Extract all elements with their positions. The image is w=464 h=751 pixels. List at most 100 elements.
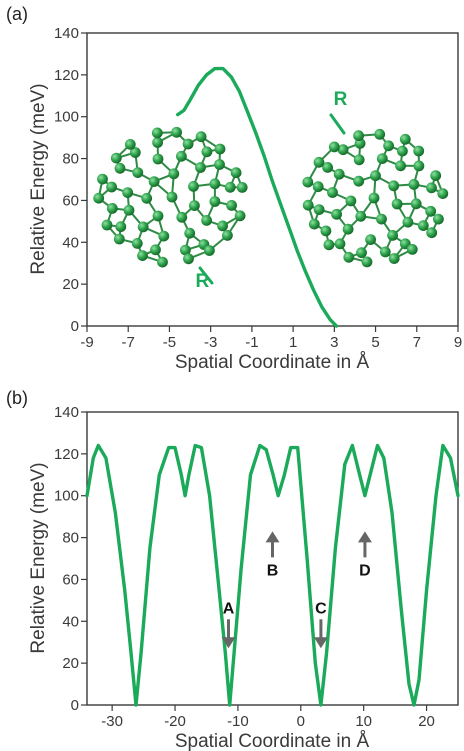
panel-b-energy-curve bbox=[85, 443, 460, 707]
molecule-atom bbox=[342, 223, 354, 235]
molecule-atom bbox=[413, 160, 425, 172]
molecule-atom bbox=[166, 191, 178, 203]
x-tick-label: -20 bbox=[164, 713, 186, 730]
annotation-label: D bbox=[359, 562, 371, 579]
molecule-atom bbox=[183, 253, 194, 265]
molecule-atom bbox=[413, 145, 425, 157]
annotation-label: A bbox=[223, 600, 235, 617]
molecule-atom bbox=[158, 230, 170, 242]
molecule-atom bbox=[433, 213, 444, 225]
panel-b-label: (b) bbox=[6, 388, 28, 408]
molecule-atom bbox=[353, 154, 365, 166]
y-tick-label: 20 bbox=[62, 655, 79, 672]
panel-a-y-axis-title: Relative Energy (meV) bbox=[28, 83, 49, 274]
molecule-atom bbox=[176, 150, 187, 162]
label-pointer-line bbox=[198, 266, 214, 285]
y-tick-label: 100 bbox=[54, 488, 79, 505]
x-tick-label: -7 bbox=[122, 334, 135, 351]
y-tick-label: 80 bbox=[62, 151, 79, 168]
molecule-atom bbox=[361, 256, 373, 268]
x-tick-label: 7 bbox=[413, 334, 421, 351]
annotation-marker: D bbox=[357, 531, 372, 579]
panel-b-y-axis-title: Relative Energy (meV) bbox=[28, 462, 49, 653]
molecule-atom bbox=[201, 215, 213, 226]
molecule-atom bbox=[426, 227, 438, 239]
label-pointer-line bbox=[329, 113, 346, 135]
molecule-atom bbox=[114, 162, 126, 174]
molecule-atom bbox=[334, 238, 346, 250]
molecule-atom bbox=[417, 220, 429, 232]
x-tick-label: -9 bbox=[80, 334, 93, 351]
molecule-atom bbox=[320, 225, 332, 237]
molecule-atom bbox=[137, 221, 149, 233]
molecule-atom bbox=[437, 188, 449, 200]
molecule-atom bbox=[397, 145, 408, 157]
molecule-atom bbox=[230, 167, 242, 179]
molecule-label-r: R bbox=[196, 271, 210, 292]
panel-b-x-axis: -30 -20 -10 0 10 20 bbox=[101, 705, 435, 730]
molecule-atom bbox=[137, 250, 148, 261]
molecule-atom bbox=[399, 133, 411, 145]
molecule-atom bbox=[383, 140, 394, 152]
molecule-atom bbox=[106, 203, 118, 214]
molecule-atom bbox=[132, 167, 144, 179]
molecule-atom bbox=[368, 192, 380, 204]
molecule-atom bbox=[152, 137, 164, 148]
molecule-atom bbox=[395, 160, 406, 172]
x-tick-label: 5 bbox=[371, 334, 379, 351]
molecule-atom bbox=[168, 168, 180, 180]
y-tick-label: 0 bbox=[71, 318, 79, 335]
x-tick-label: -1 bbox=[245, 334, 258, 351]
molecule-atom bbox=[426, 182, 437, 194]
molecule-atom bbox=[209, 196, 221, 207]
molecule-atom bbox=[188, 181, 199, 192]
molecule-atom bbox=[402, 216, 414, 228]
molecule-atom bbox=[313, 204, 325, 216]
y-tick-label: 0 bbox=[71, 697, 79, 714]
molecule-atom bbox=[106, 181, 117, 193]
panel-b-plot-frame bbox=[86, 411, 459, 706]
y-tick-label: 40 bbox=[62, 234, 79, 251]
molecule-atom bbox=[345, 195, 357, 207]
x-tick-label: -30 bbox=[101, 713, 123, 730]
molecule-atom bbox=[201, 146, 213, 158]
molecule-atom bbox=[365, 234, 376, 246]
molecule-atom bbox=[113, 233, 125, 245]
molecule-atom bbox=[151, 127, 163, 139]
molecule-atom bbox=[391, 198, 403, 210]
molecule-atom bbox=[182, 138, 194, 150]
molecule-atom bbox=[226, 200, 238, 211]
molecule-atom bbox=[236, 182, 248, 193]
fullerene-left-illustration bbox=[93, 126, 248, 268]
molecule-atom bbox=[379, 246, 391, 258]
annotation-marker: C bbox=[313, 600, 328, 649]
molecule-atom bbox=[410, 198, 422, 210]
molecule-atom bbox=[425, 205, 437, 217]
molecule-atom bbox=[388, 180, 400, 192]
molecule-atom bbox=[222, 230, 233, 241]
annotation-label: B bbox=[267, 562, 279, 579]
molecule-atom bbox=[374, 128, 386, 140]
x-tick-label: -3 bbox=[204, 334, 217, 351]
molecule-atom bbox=[388, 253, 400, 264]
molecule-atom bbox=[131, 238, 143, 249]
molecule-atom bbox=[148, 176, 160, 188]
molecule-atom bbox=[308, 218, 320, 230]
x-tick-label: -5 bbox=[163, 334, 176, 351]
panel-a-annotations: RR bbox=[196, 89, 348, 292]
molecule-atom bbox=[331, 208, 342, 220]
molecule-atom bbox=[224, 181, 236, 193]
molecule-atom bbox=[408, 179, 420, 190]
molecule-atom bbox=[209, 178, 221, 190]
arrow-down-icon bbox=[221, 637, 236, 649]
molecule-atom bbox=[93, 192, 105, 204]
panel-b-x-axis-title: Spatial Coordinate in Å bbox=[175, 731, 370, 751]
y-tick-label: 40 bbox=[62, 613, 79, 630]
y-tick-label: 60 bbox=[62, 571, 79, 588]
molecule-atom bbox=[184, 227, 196, 239]
y-tick-label: 20 bbox=[62, 276, 79, 293]
molecule-atom bbox=[122, 187, 134, 199]
y-tick-label: 60 bbox=[62, 192, 79, 209]
molecule-atom bbox=[152, 210, 164, 222]
